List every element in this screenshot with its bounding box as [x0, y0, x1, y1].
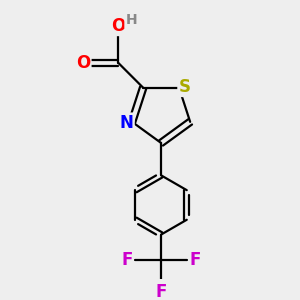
Text: O: O — [76, 54, 90, 72]
Text: O: O — [111, 17, 125, 35]
Text: F: F — [155, 283, 167, 300]
Text: H: H — [125, 13, 137, 27]
Text: F: F — [121, 251, 133, 269]
Text: F: F — [190, 251, 201, 269]
Text: N: N — [120, 114, 134, 132]
Text: S: S — [178, 78, 190, 96]
